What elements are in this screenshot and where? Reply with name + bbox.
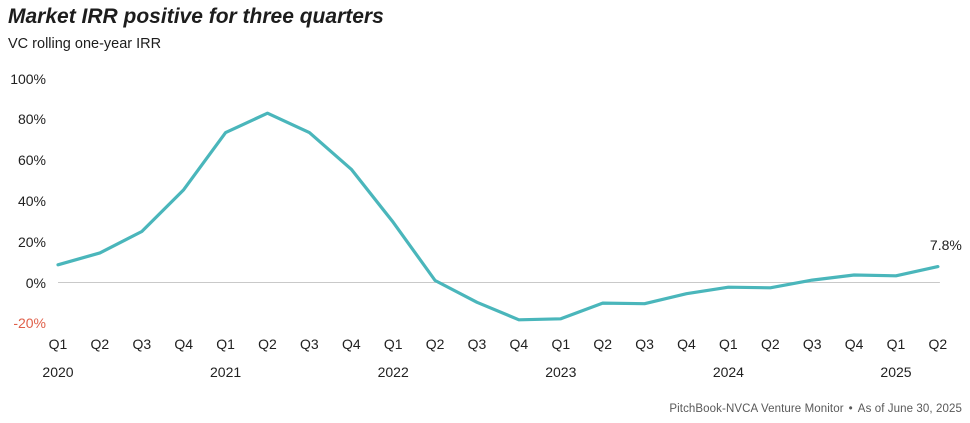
x-tick-label: Q2 [928, 336, 948, 352]
x-tick-label: Q3 [132, 336, 152, 352]
x-tick-label: Q1 [216, 336, 235, 352]
x-tick-label: Q4 [844, 336, 864, 352]
y-tick-label: 100% [10, 70, 46, 87]
y-tick-label: 60% [17, 152, 46, 169]
x-year-label: 2022 [377, 364, 409, 380]
x-year-label: 2021 [210, 364, 242, 380]
x-tick-label: Q2 [258, 336, 277, 352]
footer-separator: • [848, 403, 853, 415]
y-tick-label: 20% [17, 233, 46, 250]
last-point-value-label: 7.8% [929, 236, 962, 253]
y-tick-label: 0% [25, 274, 46, 291]
x-tick-label: Q3 [300, 336, 319, 352]
x-tick-label: Q2 [593, 336, 613, 352]
x-tick-label: Q4 [677, 336, 696, 352]
x-tick-label: Q4 [341, 336, 361, 352]
asof-text: As of June 30, 2025 [857, 403, 962, 415]
source-text: PitchBook-NVCA Venture Monitor [669, 403, 844, 415]
x-tick-label: Q3 [467, 336, 487, 352]
chart-subtitle: VC rolling one-year IRR [8, 36, 162, 52]
x-year-label: 2024 [712, 364, 744, 380]
source-footer: PitchBook-NVCA Venture Monitor • As of Jun… [669, 403, 962, 415]
x-tick-label: Q1 [48, 336, 68, 352]
y-tick-label: -20% [13, 315, 46, 332]
x-tick-label: Q3 [635, 336, 654, 352]
chart-title: Market IRR positive for three quarters [8, 5, 384, 28]
x-tick-label: Q4 [509, 336, 529, 352]
x-tick-label: Q1 [551, 336, 571, 352]
x-tick-label: Q4 [174, 336, 194, 352]
x-tick-label: Q3 [802, 336, 822, 352]
x-tick-label: Q1 [383, 336, 403, 352]
y-tick-label: 40% [17, 192, 46, 209]
irr-series-line [56, 111, 940, 322]
x-tick-label: Q1 [886, 336, 906, 352]
x-tick-label: Q2 [425, 336, 445, 352]
x-year-label: 2023 [545, 364, 577, 380]
y-tick-label: 80% [17, 111, 46, 128]
x-year-label: 2020 [42, 364, 74, 380]
x-tick-label: Q2 [760, 336, 780, 352]
x-tick-label: Q1 [719, 336, 738, 352]
x-tick-label: Q2 [90, 336, 110, 352]
x-year-label: 2025 [880, 364, 912, 380]
